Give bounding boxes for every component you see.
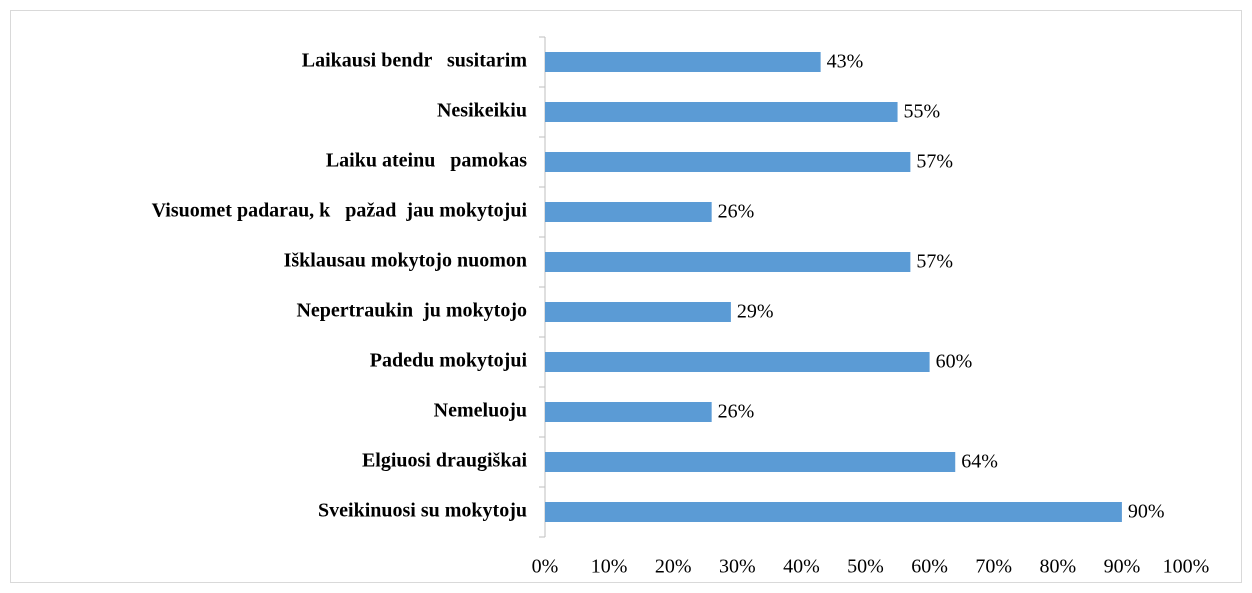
bar — [545, 202, 712, 222]
y-tick-label: Išklausau mokytojo nuomon — [284, 250, 527, 272]
value-label: 64% — [961, 451, 998, 473]
y-tick-label: Elgiuosi draugiškai — [362, 450, 528, 472]
value-label: 60% — [936, 351, 973, 373]
x-tick-label: 70% — [975, 556, 1012, 578]
value-label: 43% — [827, 51, 864, 73]
x-tick-label: 60% — [911, 556, 948, 578]
value-label: 55% — [904, 101, 941, 123]
bar — [545, 502, 1122, 522]
x-tick-label: 80% — [1039, 556, 1076, 578]
x-tick-label: 50% — [847, 556, 884, 578]
bar — [545, 52, 821, 72]
bar — [545, 402, 712, 422]
bar — [545, 452, 956, 472]
value-label: 29% — [737, 301, 774, 323]
y-tick-label: Laikausi bendr susitarim — [302, 50, 528, 72]
x-tick-label: 30% — [719, 556, 756, 578]
bar — [545, 102, 898, 122]
value-label: 26% — [718, 401, 755, 423]
value-label: 26% — [718, 201, 755, 223]
value-label: 57% — [916, 251, 953, 273]
y-tick-label: Laiku ateinu pamokas — [326, 150, 527, 172]
value-label: 90% — [1128, 501, 1165, 523]
x-tick-label: 100% — [1163, 556, 1210, 578]
y-tick-label: Visuomet padarau, k pažad jau mokytojui — [152, 200, 528, 222]
bar — [545, 352, 930, 372]
y-tick-label: Sveikinuosi su mokytoju — [318, 500, 527, 522]
bar — [545, 152, 911, 172]
x-tick-label: 0% — [532, 556, 559, 578]
chart-border — [10, 10, 1242, 583]
x-tick-label: 90% — [1104, 556, 1141, 578]
y-tick-label: Nepertraukin ju mokytojo — [296, 300, 527, 322]
x-tick-label: 20% — [655, 556, 692, 578]
bar — [545, 302, 731, 322]
y-tick-label: Nemeluoju — [434, 400, 527, 422]
value-label: 57% — [916, 151, 953, 173]
y-tick-label: Nesikeikiu — [437, 100, 527, 122]
x-tick-label: 40% — [783, 556, 820, 578]
y-tick-label: Padedu mokytojui — [370, 350, 528, 372]
bar — [545, 252, 911, 272]
x-tick-label: 10% — [591, 556, 628, 578]
